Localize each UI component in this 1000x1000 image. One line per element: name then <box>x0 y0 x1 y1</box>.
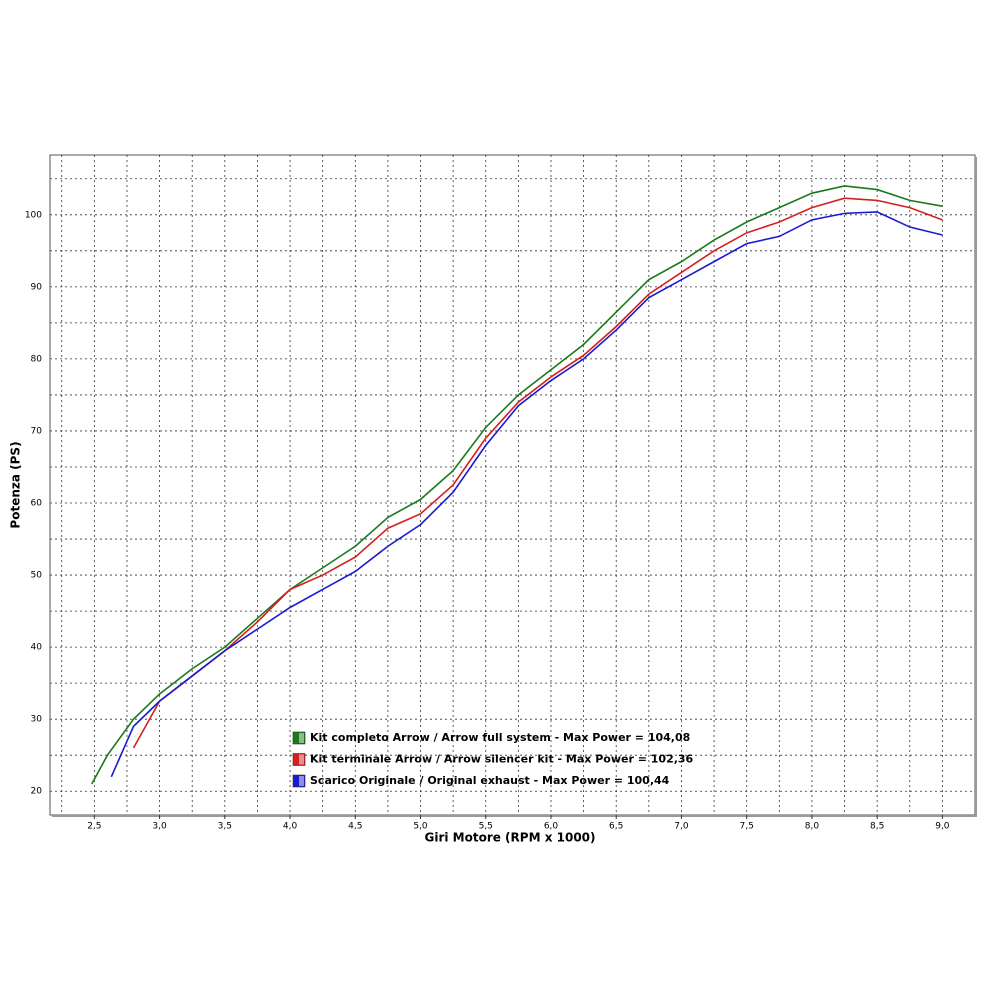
y-tick-label: 30 <box>31 715 43 725</box>
x-tick-label: 8,5 <box>870 822 884 832</box>
series-line <box>132 197 943 749</box>
series-line <box>91 185 943 785</box>
y-tick-label: 80 <box>31 354 43 364</box>
y-tick-label: 90 <box>31 282 43 292</box>
legend-swatch-highlight <box>299 733 304 743</box>
x-tick-label: 4,5 <box>348 822 362 832</box>
x-tick-label: 8,0 <box>805 822 820 832</box>
x-tick-label: 3,5 <box>218 822 232 832</box>
x-tick-label: 5,5 <box>479 822 493 832</box>
y-tick-label: 100 <box>25 210 42 220</box>
x-tick-label: 2,5 <box>87 822 101 832</box>
legend-label: Kit completo Arrow / Arrow full system -… <box>310 731 690 744</box>
legend-label: Kit terminale Arrow / Arrow silencer kit… <box>310 753 694 766</box>
legend-swatch-highlight <box>299 754 304 765</box>
y-tick-label: 50 <box>31 571 43 581</box>
plot-frame <box>49 154 976 816</box>
y-tick-label: 60 <box>31 499 43 509</box>
x-tick-label: 5,0 <box>413 822 428 832</box>
y-tick-label: 70 <box>31 426 43 436</box>
legend-label: Scarico Originale / Original exhaust - M… <box>310 774 670 787</box>
y-axis-label: Potenza (PS) <box>9 441 23 528</box>
x-tick-label: 4,0 <box>283 822 298 832</box>
x-tick-label: 7,0 <box>674 822 689 832</box>
series-line <box>110 211 943 778</box>
x-tick-label: 9,0 <box>935 822 950 832</box>
x-tick-label: 6,0 <box>544 822 559 832</box>
y-tick-label: 40 <box>31 643 43 653</box>
x-tick-label: 7,5 <box>740 822 754 832</box>
x-tick-label: 6,5 <box>609 822 623 832</box>
legend-swatch-highlight <box>299 776 304 786</box>
x-tick-label: 3,0 <box>152 822 167 832</box>
x-axis-label: Giri Motore (RPM x 1000) <box>424 831 595 845</box>
y-tick-label: 20 <box>31 787 43 797</box>
